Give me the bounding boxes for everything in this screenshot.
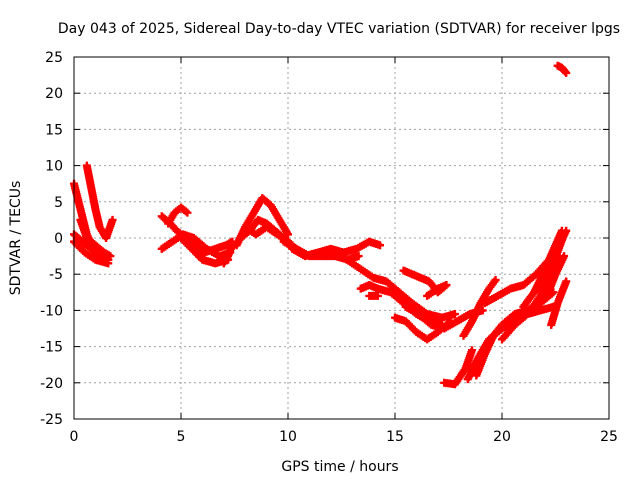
data-points xyxy=(70,61,571,389)
data-point-marker xyxy=(468,346,477,355)
chart-title: Day 043 of 2025, Sidereal Day-to-day VTE… xyxy=(58,21,620,37)
series-arc04 xyxy=(82,161,117,242)
series-arc07 xyxy=(164,203,192,228)
y-tick-label: 20 xyxy=(45,86,63,102)
series-arc16 xyxy=(288,237,385,261)
data-point-marker xyxy=(562,226,571,235)
series-arc21 xyxy=(401,302,487,333)
data-point-marker xyxy=(450,310,459,319)
y-tick-label: 10 xyxy=(45,159,63,175)
y-tick-label: -15 xyxy=(40,340,63,356)
series-arc19 xyxy=(365,291,382,300)
series-arc31 xyxy=(547,277,571,329)
series-arc24 xyxy=(440,346,477,389)
data-point-marker xyxy=(104,259,113,268)
series-arc11 xyxy=(219,241,237,268)
data-point-marker xyxy=(373,291,382,300)
data-point-marker xyxy=(284,230,292,239)
series-arc27 xyxy=(459,275,500,340)
data-point-marker xyxy=(442,281,451,290)
data-point-marker xyxy=(183,208,192,217)
y-tick-label: -5 xyxy=(49,267,63,283)
y-axis-label: SDTVAR / TECUs xyxy=(8,181,24,296)
series-arc30 xyxy=(519,226,571,311)
series-arc29 xyxy=(498,230,569,344)
plot-frame xyxy=(73,56,610,420)
y-tick-label: -10 xyxy=(40,303,63,319)
x-tick-label: 15 xyxy=(386,429,404,445)
series-arc05 xyxy=(76,215,115,261)
y-tick-label: -25 xyxy=(40,412,63,428)
x-axis-label: GPS time / hours xyxy=(281,459,398,475)
series-arc23 xyxy=(423,281,451,300)
data-point-marker xyxy=(491,275,500,284)
data-point-marker xyxy=(560,252,569,261)
y-tick-label: 25 xyxy=(45,50,63,66)
series-arc03 xyxy=(70,237,113,268)
series-arc32 xyxy=(542,252,569,300)
x-tick-label: 0 xyxy=(70,429,79,445)
data-point-marker xyxy=(562,277,571,286)
x-tick-label: 20 xyxy=(493,429,511,445)
data-point-marker xyxy=(562,68,571,77)
y-tick-label: 0 xyxy=(54,231,63,247)
y-tick-label: 5 xyxy=(54,195,63,211)
series-arc22 xyxy=(399,266,451,297)
data-point-marker xyxy=(354,252,363,261)
data-point-marker xyxy=(376,241,385,250)
y-tick-label: -20 xyxy=(40,376,63,392)
y-tick-label: 15 xyxy=(45,122,63,138)
data-point-marker xyxy=(108,215,117,224)
series-arc33 xyxy=(553,61,571,77)
grid-lines xyxy=(74,57,609,419)
x-tick-label: 5 xyxy=(177,429,186,445)
x-tick-label: 25 xyxy=(600,429,618,445)
data-point-marker xyxy=(106,252,115,261)
x-tick-label: 10 xyxy=(279,429,297,445)
